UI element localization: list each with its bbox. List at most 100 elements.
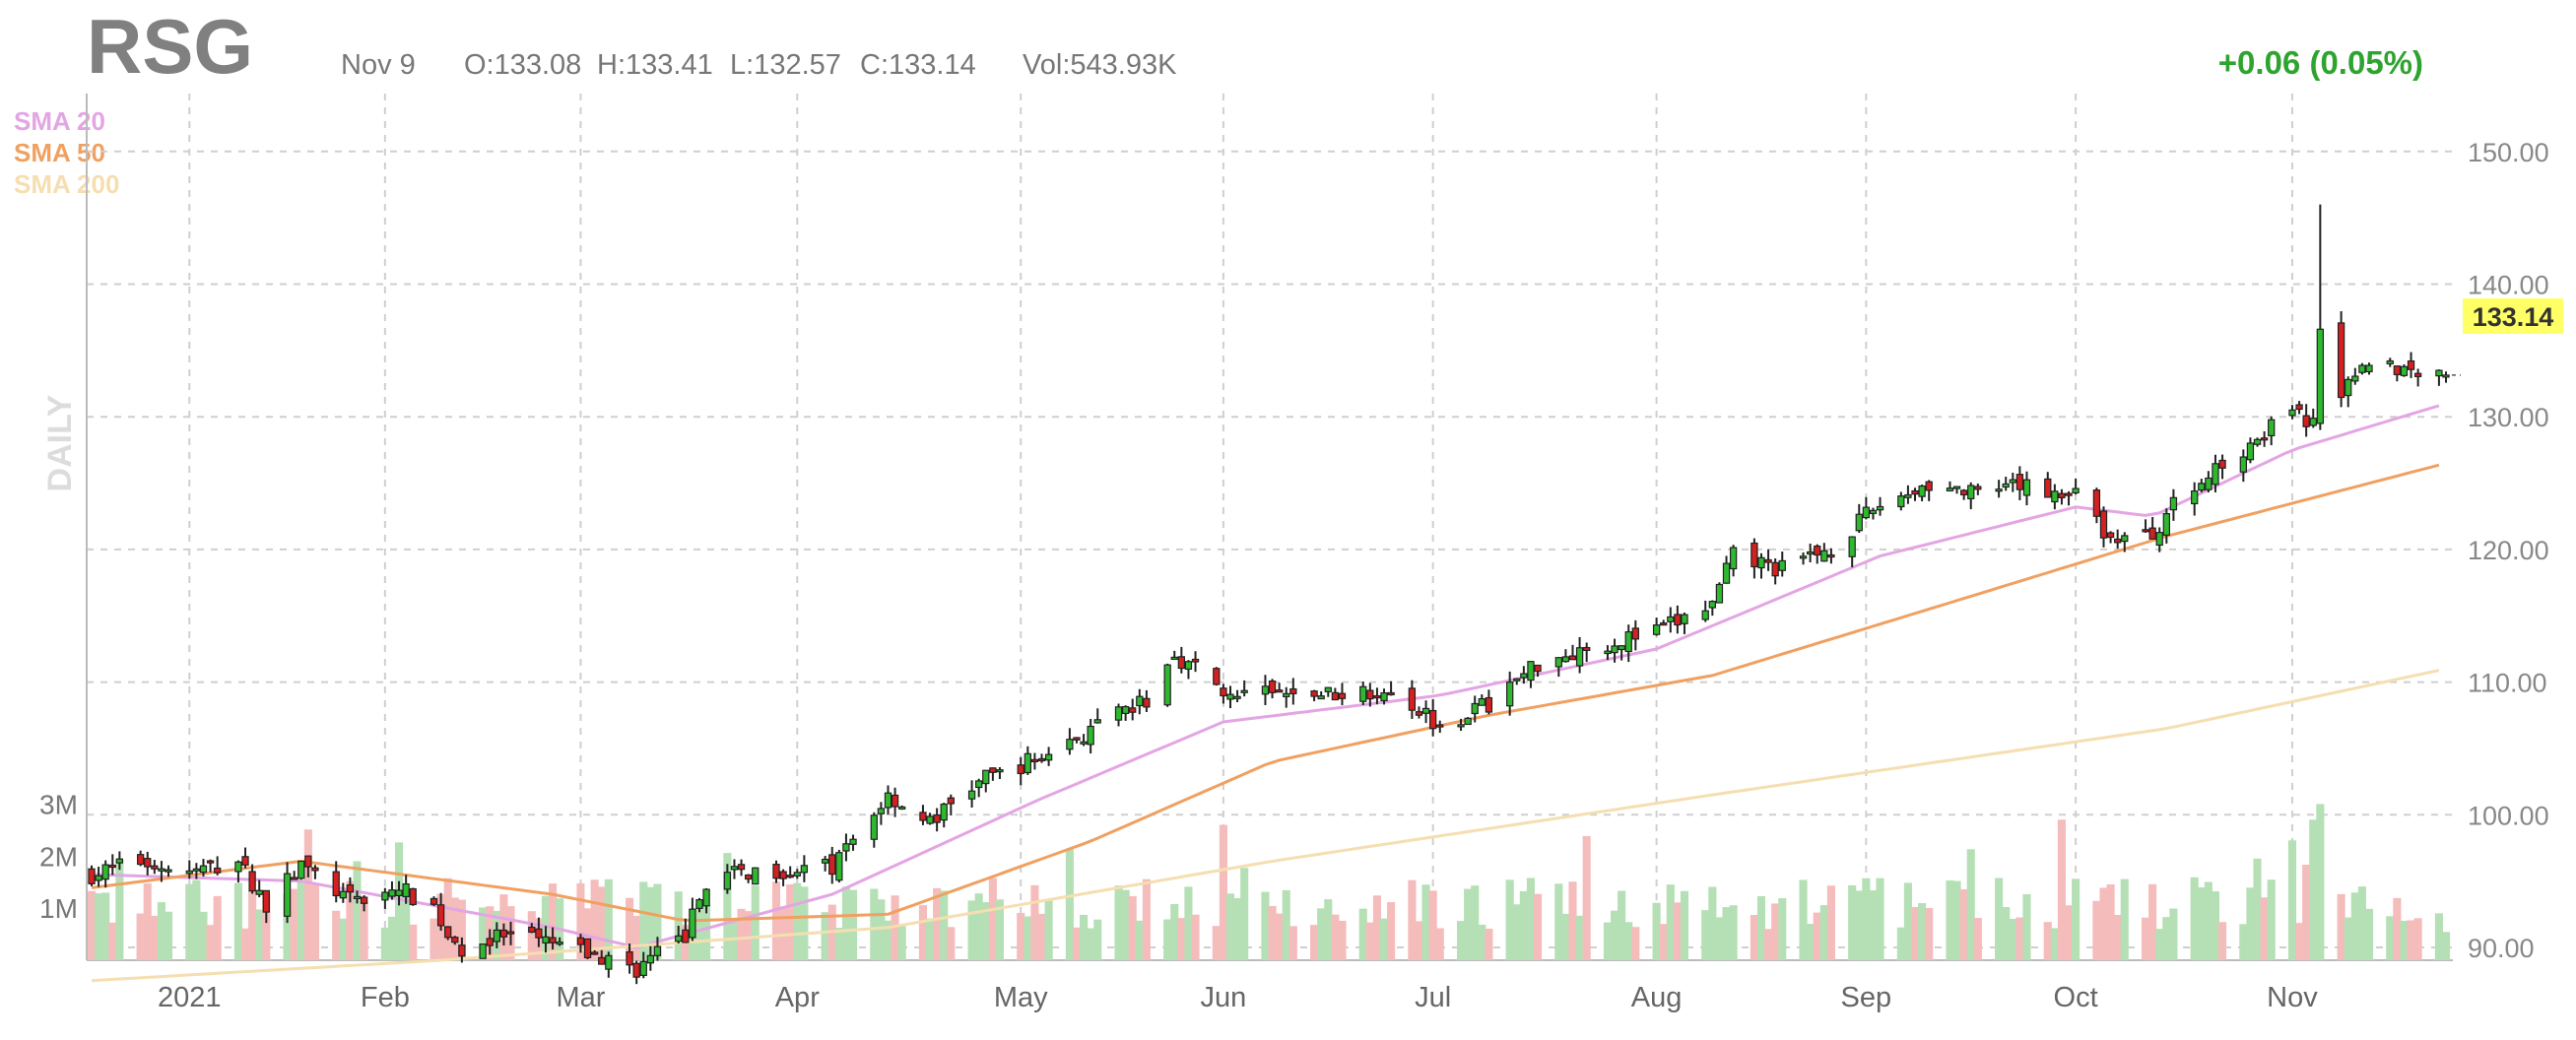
candle bbox=[1974, 484, 1982, 495]
volume-bar bbox=[1505, 879, 1514, 960]
candle bbox=[639, 951, 647, 979]
volume-bar bbox=[95, 893, 103, 960]
bar-date: Nov 9 bbox=[341, 49, 416, 81]
candle bbox=[241, 847, 249, 869]
volume-bar bbox=[1135, 920, 1144, 960]
candle bbox=[1554, 657, 1562, 678]
candle bbox=[1925, 480, 1933, 501]
volume-bar bbox=[1268, 905, 1277, 960]
candle bbox=[2337, 310, 2345, 408]
volume-bar bbox=[1324, 899, 1333, 960]
volume-bar bbox=[332, 910, 341, 960]
volume-bar bbox=[702, 904, 711, 960]
price-change: +0.06 (0.05%) bbox=[2218, 44, 2423, 81]
bar-open: O:133.08 bbox=[464, 49, 581, 81]
candle bbox=[479, 943, 487, 959]
volume-bar bbox=[2407, 920, 2415, 960]
volume-bar bbox=[1128, 895, 1137, 960]
volume-bar bbox=[2287, 840, 2297, 960]
candle bbox=[1268, 679, 1277, 699]
candle bbox=[542, 926, 550, 953]
candle bbox=[2413, 368, 2422, 387]
volume-bar bbox=[2350, 892, 2359, 960]
volume-bar bbox=[1408, 879, 1417, 960]
volume-bar bbox=[185, 883, 194, 960]
candle bbox=[1073, 737, 1081, 744]
volume-bar bbox=[1485, 928, 1493, 960]
candle bbox=[975, 778, 983, 798]
volume-bar bbox=[2393, 897, 2402, 960]
candle bbox=[744, 874, 753, 883]
candle bbox=[2162, 508, 2170, 544]
candle bbox=[458, 937, 466, 963]
volume-bar bbox=[1554, 883, 1563, 960]
volume-bar bbox=[233, 882, 242, 960]
candle bbox=[1575, 636, 1584, 674]
volume-bar bbox=[1855, 890, 1864, 960]
candle bbox=[605, 951, 613, 978]
candle bbox=[213, 856, 222, 876]
candle bbox=[1631, 619, 1639, 651]
volume-bar bbox=[891, 895, 899, 960]
volume-bar bbox=[723, 853, 732, 960]
volume-bar bbox=[1512, 904, 1521, 960]
candle bbox=[136, 850, 145, 867]
volume-bar bbox=[1910, 907, 1920, 960]
volume-bar bbox=[1310, 925, 1319, 960]
volume-bar bbox=[597, 886, 606, 960]
volume-bar bbox=[380, 927, 389, 960]
candle bbox=[2288, 405, 2296, 420]
last-price-highlight bbox=[2463, 298, 2563, 334]
candle bbox=[101, 860, 109, 888]
candle bbox=[1764, 549, 1772, 571]
candle bbox=[1911, 488, 1919, 501]
candle bbox=[1729, 545, 1738, 577]
candle bbox=[1876, 496, 1884, 516]
candle bbox=[2142, 519, 2149, 533]
candle bbox=[626, 943, 633, 974]
candle bbox=[1520, 666, 1528, 684]
volume-bar bbox=[576, 882, 585, 960]
candle bbox=[967, 780, 976, 808]
candle bbox=[884, 785, 892, 814]
volume-bar bbox=[2155, 929, 2164, 960]
volume-bar bbox=[1925, 907, 1934, 960]
candle bbox=[1030, 752, 1039, 770]
candle bbox=[304, 855, 312, 878]
volume-bar bbox=[974, 893, 983, 960]
volume-bar bbox=[877, 899, 886, 960]
candle bbox=[590, 949, 599, 955]
volume-bar bbox=[1680, 890, 1689, 960]
volume-bar bbox=[918, 905, 928, 960]
candle bbox=[1722, 555, 1731, 584]
volume-bar bbox=[1037, 913, 1046, 960]
volume-bar bbox=[967, 900, 976, 960]
candle bbox=[291, 871, 298, 880]
volume-bar bbox=[2204, 881, 2213, 960]
volume-bar bbox=[2009, 919, 2017, 960]
volume-bar bbox=[346, 880, 355, 960]
candle bbox=[2309, 408, 2317, 428]
volume-bar bbox=[2295, 923, 2304, 960]
candle bbox=[1918, 485, 1926, 501]
volume-bar bbox=[2113, 914, 2122, 960]
volume-bar bbox=[988, 878, 997, 960]
candle bbox=[2212, 454, 2219, 492]
volume-bar bbox=[2357, 886, 2366, 960]
candle bbox=[436, 892, 445, 932]
volume-bar bbox=[897, 926, 906, 960]
volume-bar bbox=[450, 897, 459, 960]
candle bbox=[1373, 687, 1381, 705]
candle bbox=[192, 863, 201, 879]
volume-bar bbox=[1184, 886, 1193, 960]
candle bbox=[1464, 717, 1472, 726]
candle bbox=[1652, 618, 1661, 636]
candle bbox=[1708, 600, 1717, 617]
candle bbox=[1715, 582, 1724, 604]
candle bbox=[1946, 481, 1954, 491]
candle bbox=[1624, 624, 1632, 663]
candle bbox=[248, 864, 256, 894]
candle bbox=[108, 854, 116, 876]
volume-bar bbox=[1701, 910, 1710, 960]
candle bbox=[1862, 496, 1871, 520]
